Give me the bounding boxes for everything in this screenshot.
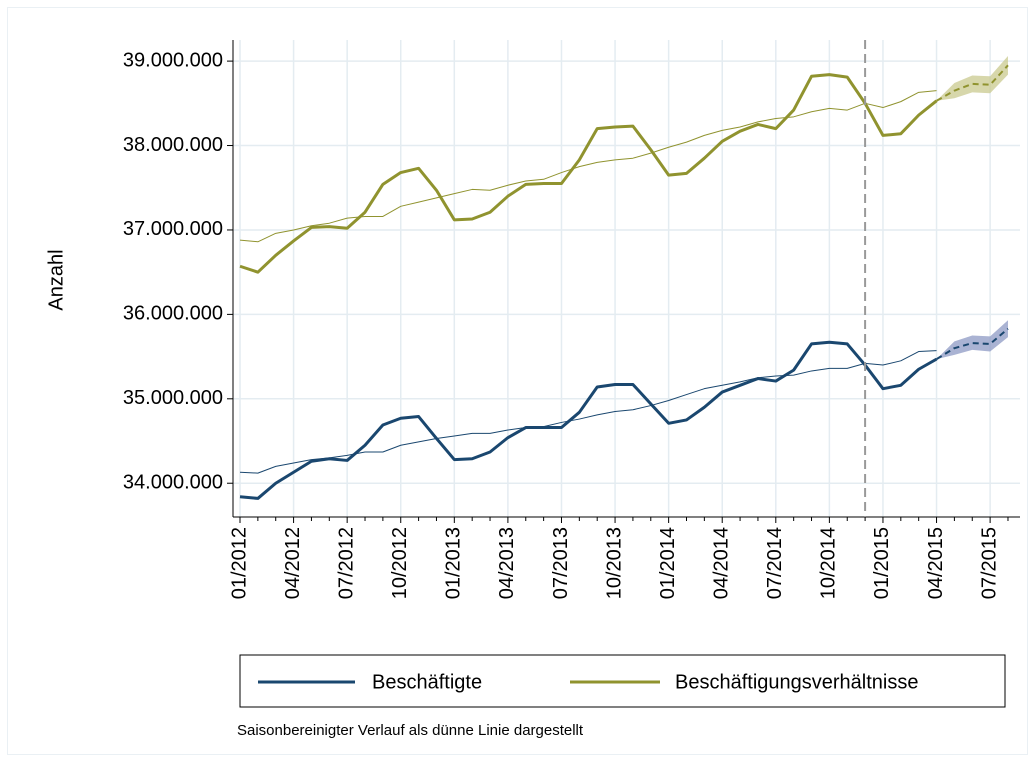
x-tick-label: 07/2013 <box>550 527 572 599</box>
series-line <box>936 64 1009 102</box>
note: Saisonbereinigter Verlauf als dünne Lini… <box>237 722 584 739</box>
series-line <box>239 340 938 500</box>
x-tick-label: 07/2012 <box>335 527 357 599</box>
y-tick-label: 34.000.000 <box>123 472 223 494</box>
series-line <box>239 73 938 274</box>
frame <box>7 7 1028 755</box>
x-tick-label: 10/2014 <box>818 527 840 599</box>
legend-label: Beschäftigungsverhältnisse <box>675 671 918 693</box>
series-line <box>239 90 937 243</box>
x-tick-label: 04/2013 <box>496 527 518 599</box>
forecast-band <box>936 320 1008 360</box>
x-tick-label: 10/2013 <box>603 527 625 599</box>
x-tick-label: 04/2012 <box>282 527 304 599</box>
y-tick-label: 37.000.000 <box>123 218 223 240</box>
y-tick-label: 38.000.000 <box>123 134 223 156</box>
y-tick-label: 35.000.000 <box>123 387 223 409</box>
x-tick-label: 01/2014 <box>657 527 679 599</box>
x-tick-label: 07/2015 <box>978 527 1000 599</box>
x-tick-label: 04/2015 <box>925 527 947 599</box>
series-line <box>936 327 1009 360</box>
series-line <box>239 350 937 474</box>
x-tick-label: 01/2012 <box>228 527 250 599</box>
legend-label: Beschäftigte <box>372 671 482 693</box>
y-tick-label: 36.000.000 <box>123 303 223 325</box>
y-tick-label: 39.000.000 <box>123 49 223 71</box>
x-tick-label: 10/2012 <box>389 527 411 599</box>
y-axis-label: Anzahl <box>45 249 67 310</box>
x-tick-label: 07/2014 <box>764 527 786 599</box>
x-tick-label: 01/2015 <box>871 527 893 599</box>
x-tick-label: 01/2013 <box>443 527 465 599</box>
x-tick-label: 04/2014 <box>711 527 733 599</box>
